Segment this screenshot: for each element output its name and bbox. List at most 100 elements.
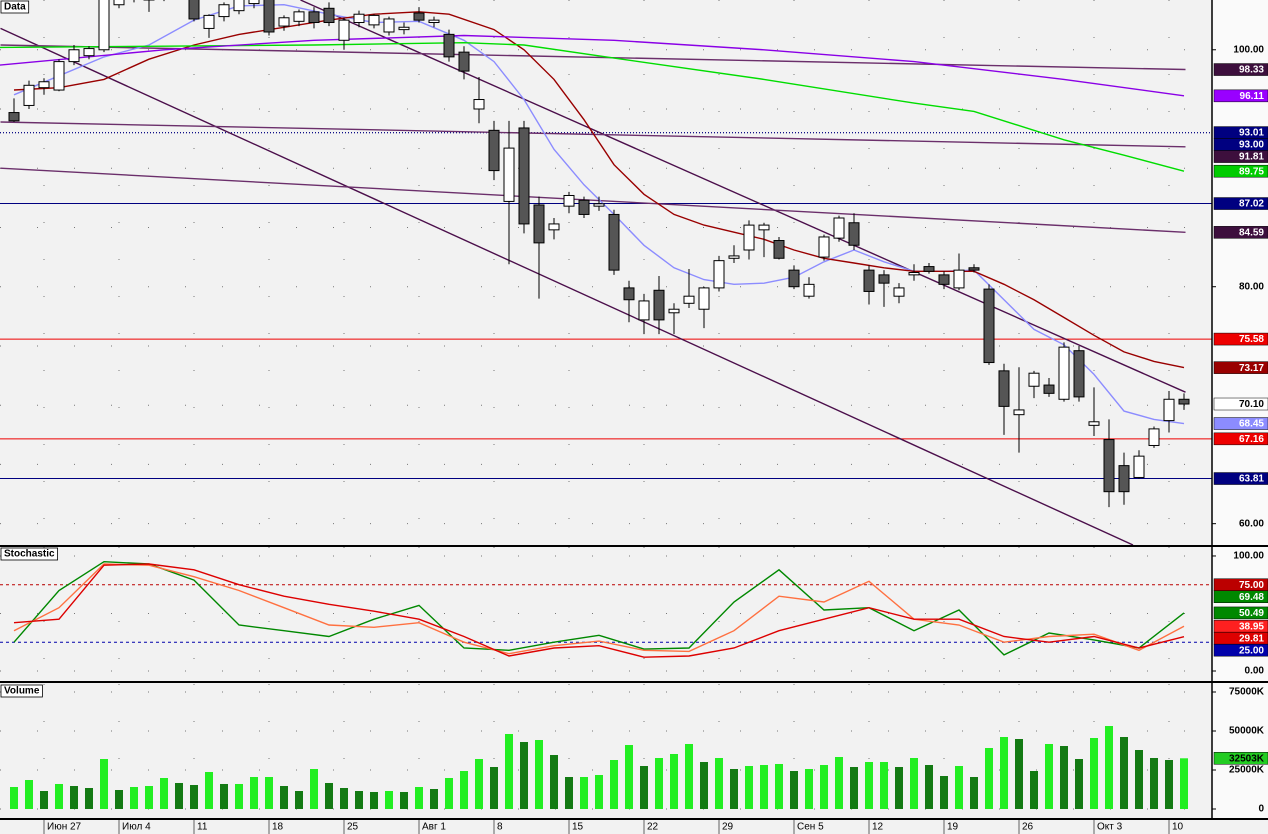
candle-body	[578, 199, 590, 215]
value-marker-label: 98.33	[1239, 65, 1264, 76]
candle-body	[98, 0, 110, 51]
value-marker	[1213, 606, 1268, 620]
panel	[0, 684, 1212, 818]
candle-body	[368, 14, 380, 26]
value-marker-label: 96.11	[1240, 91, 1265, 102]
stochastic-line	[13, 563, 1185, 658]
volume-bar	[805, 769, 813, 809]
x-tick-label: 8	[497, 822, 503, 833]
value-marker	[1213, 332, 1268, 346]
volume-bar	[505, 733, 513, 809]
candle-body	[68, 49, 80, 63]
x-tick-label: 12	[872, 822, 884, 833]
x-tick-label: 10	[1172, 822, 1184, 833]
volume-bar	[1030, 770, 1038, 809]
volume-bar	[100, 759, 108, 809]
value-marker	[1213, 397, 1268, 411]
candle-body	[953, 269, 965, 289]
value-marker	[1213, 472, 1268, 485]
volume-bar	[535, 740, 543, 809]
candle-body	[518, 127, 530, 225]
candle-body	[548, 223, 560, 231]
y-tick-label: 100.00	[1233, 551, 1264, 562]
value-marker	[1213, 643, 1268, 657]
candle-body	[1133, 455, 1145, 478]
candle-body	[1118, 465, 1130, 493]
volume-bar	[745, 766, 753, 809]
panel-title: Volume	[4, 686, 40, 697]
candle-body	[8, 112, 20, 122]
candle-body	[113, 0, 125, 6]
volume-bar	[925, 765, 933, 809]
value-marker	[1213, 63, 1268, 76]
panel	[0, 0, 1212, 545]
volume-bar	[655, 758, 663, 809]
candle-body	[38, 81, 50, 89]
value-marker	[1213, 432, 1268, 446]
candle-body	[728, 255, 740, 259]
candle-body	[683, 295, 695, 304]
volume-bar	[895, 767, 903, 809]
value-marker-label: 69.48	[1239, 592, 1264, 603]
x-tick-label: Июн 27	[47, 822, 82, 833]
volume-bar	[670, 753, 678, 809]
candle-body	[53, 61, 65, 91]
volume-bar	[25, 779, 33, 809]
candle-body	[1178, 398, 1190, 405]
value-marker-label: 93.01	[1239, 128, 1264, 139]
candle-body	[83, 48, 95, 57]
y-tick-label: 75000K	[1229, 687, 1265, 698]
candle-body	[743, 224, 755, 251]
volume-bar	[835, 757, 843, 809]
volume-bar	[775, 763, 783, 809]
x-tick-label: 22	[647, 822, 659, 833]
volume-bar	[640, 766, 648, 809]
candle-body	[353, 13, 365, 24]
candle-body	[668, 308, 680, 314]
candle-body	[1043, 384, 1055, 394]
volume-bar	[685, 743, 693, 809]
value-marker	[1213, 361, 1268, 374]
volume-bar	[355, 790, 363, 809]
panel-title-box	[0, 684, 43, 698]
candle-body	[443, 33, 455, 58]
y-tick-label: 25000K	[1229, 765, 1265, 776]
volume-bar	[1090, 738, 1098, 809]
volume-bar	[250, 777, 258, 809]
volume-bar	[55, 783, 63, 809]
value-marker-label: 68.45	[1239, 419, 1264, 430]
candle-body	[908, 272, 920, 276]
trendline	[0, 27, 1134, 545]
volume-bar	[595, 775, 603, 809]
candle-body	[758, 224, 770, 231]
candle-body	[1088, 421, 1100, 426]
volume-bar	[1060, 746, 1068, 809]
volume-bar	[1075, 759, 1083, 809]
panel-title: Data	[4, 2, 26, 13]
candle-body	[773, 240, 785, 259]
value-marker-label: 25.00	[1239, 645, 1264, 656]
candle-body	[968, 267, 980, 271]
value-marker-label: 29.81	[1239, 633, 1264, 644]
volume-bar	[1105, 726, 1113, 809]
volume-bar	[235, 783, 243, 809]
volume-bar	[1165, 760, 1173, 809]
y-tick-label: 50000K	[1229, 726, 1265, 737]
value-marker-label: 87.02	[1239, 199, 1264, 210]
volume-bar	[190, 785, 198, 809]
x-tick-label: 15	[572, 822, 584, 833]
candle-body	[593, 203, 605, 207]
candle-body	[1103, 439, 1115, 493]
value-marker-label: 73.17	[1239, 363, 1264, 374]
volume-bar	[325, 782, 333, 809]
panel	[0, 547, 1212, 681]
y-tick-label: 60.00	[1239, 518, 1264, 529]
value-marker-label: 91.81	[1239, 152, 1264, 163]
candle-body	[323, 7, 335, 24]
candle-body	[983, 288, 995, 364]
candle-body	[428, 19, 440, 24]
candle-body	[458, 51, 470, 72]
candle-body	[1163, 398, 1175, 422]
candle-body	[788, 269, 800, 288]
panel-title-box	[0, 547, 58, 561]
